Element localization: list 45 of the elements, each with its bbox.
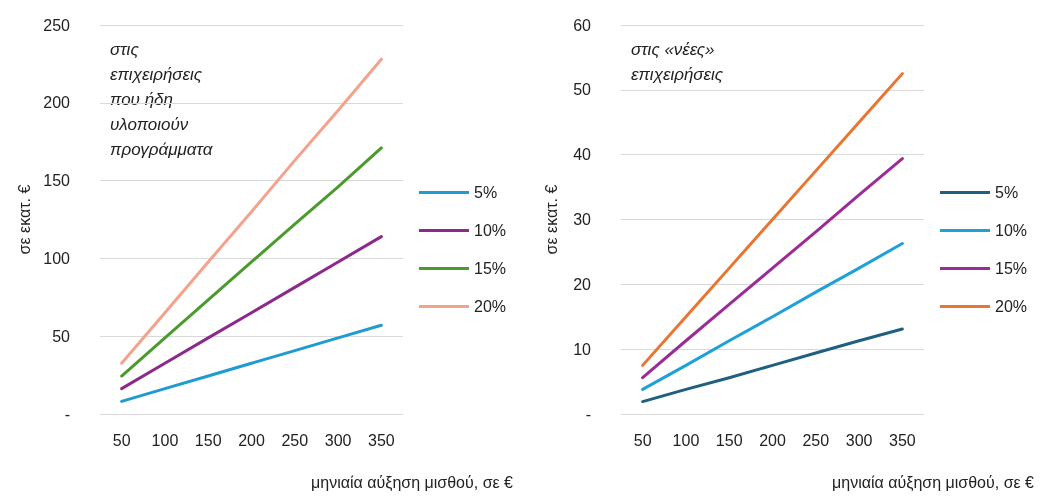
y-axis-title: σε εκατ. € <box>542 184 560 255</box>
y-tick-label: 60 <box>573 16 592 34</box>
x-tick-label: 300 <box>324 431 352 449</box>
y-tick-label: 50 <box>52 327 71 345</box>
x-tick-label: 350 <box>368 431 395 449</box>
y-tick-label: 150 <box>43 172 71 190</box>
x-tick-label: 150 <box>715 431 743 449</box>
x-tick-label: 200 <box>759 431 786 449</box>
y-tick-label: 100 <box>43 249 71 267</box>
x-tick-label: 50 <box>112 431 131 449</box>
legend-label: 5% <box>473 184 498 201</box>
x-tick-label: 50 <box>633 431 652 449</box>
legend-label: 20% <box>994 298 1028 315</box>
line-series <box>641 327 904 404</box>
x-tick-label: 100 <box>672 431 700 449</box>
y-tick-label: 40 <box>573 146 592 164</box>
x-axis-title: μηνιαία αύξηση μισθού, σε € <box>311 473 514 492</box>
line-series <box>641 157 904 380</box>
legend-label: 15% <box>994 260 1028 277</box>
x-axis-title: μηνιαία αύξηση μισθού, σε € <box>832 473 1035 492</box>
x-tick-label: 250 <box>281 431 309 449</box>
y-tick-label: 20 <box>573 275 592 293</box>
y-tick-label: 50 <box>573 81 592 99</box>
y-tick-label: 30 <box>573 211 592 228</box>
line-series <box>641 241 904 391</box>
x-tick-label: 200 <box>238 431 265 449</box>
annotation: στις «νέες» επιχειρήσεις <box>631 40 724 84</box>
y-tick-label: 200 <box>43 94 71 112</box>
y-axis-title: σε εκατ. € <box>15 184 33 255</box>
x-tick-label: 150 <box>194 431 222 449</box>
line-series <box>120 235 383 391</box>
x-tick-label: 100 <box>151 431 179 449</box>
legend-label: 5% <box>994 184 1019 201</box>
x-tick-label: 350 <box>889 431 916 449</box>
line-series <box>120 323 383 403</box>
y-tick-label: 250 <box>43 16 71 34</box>
legend-label: 15% <box>473 260 507 277</box>
legend-label: 10% <box>994 222 1028 239</box>
y-tick-label: - <box>585 405 591 423</box>
y-tick-label: 10 <box>573 340 592 358</box>
y-tick-label: - <box>64 405 70 423</box>
legend-label: 20% <box>473 298 507 315</box>
x-tick-label: 250 <box>802 431 830 449</box>
legend-label: 10% <box>473 222 507 239</box>
x-tick-label: 300 <box>845 431 873 449</box>
